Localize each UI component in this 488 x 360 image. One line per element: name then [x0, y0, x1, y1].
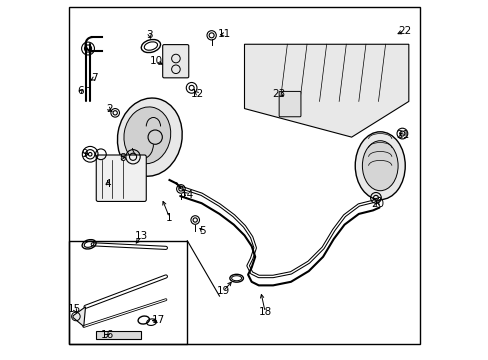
- Text: 22: 22: [397, 26, 410, 36]
- Text: 18: 18: [258, 307, 271, 317]
- FancyBboxPatch shape: [96, 155, 146, 202]
- Text: 17: 17: [151, 315, 164, 325]
- Ellipse shape: [354, 132, 405, 200]
- Ellipse shape: [123, 107, 170, 164]
- Polygon shape: [73, 307, 85, 327]
- Text: 6: 6: [78, 86, 84, 96]
- Bar: [69, 241, 187, 344]
- Text: 19: 19: [216, 287, 229, 296]
- Ellipse shape: [362, 141, 397, 191]
- Text: 8: 8: [119, 153, 125, 163]
- Ellipse shape: [117, 98, 182, 176]
- Text: 20: 20: [370, 199, 383, 209]
- FancyBboxPatch shape: [279, 91, 300, 117]
- Text: 12: 12: [190, 89, 203, 99]
- FancyBboxPatch shape: [163, 45, 188, 78]
- Text: 16: 16: [100, 330, 113, 341]
- Text: 3: 3: [146, 30, 153, 40]
- Text: 23: 23: [271, 89, 285, 99]
- Polygon shape: [96, 331, 141, 339]
- Text: 7: 7: [91, 73, 98, 83]
- Text: 14: 14: [181, 190, 194, 200]
- Text: 10: 10: [149, 57, 162, 66]
- Text: 2: 2: [106, 104, 113, 114]
- Text: 13: 13: [135, 231, 148, 242]
- Text: 15: 15: [68, 304, 81, 314]
- Text: 1: 1: [166, 212, 172, 222]
- Text: 21: 21: [395, 130, 408, 140]
- Polygon shape: [244, 44, 408, 137]
- Text: 4: 4: [104, 179, 111, 189]
- Text: 9: 9: [81, 149, 88, 159]
- Text: 5: 5: [199, 226, 205, 236]
- Text: 11: 11: [218, 29, 231, 39]
